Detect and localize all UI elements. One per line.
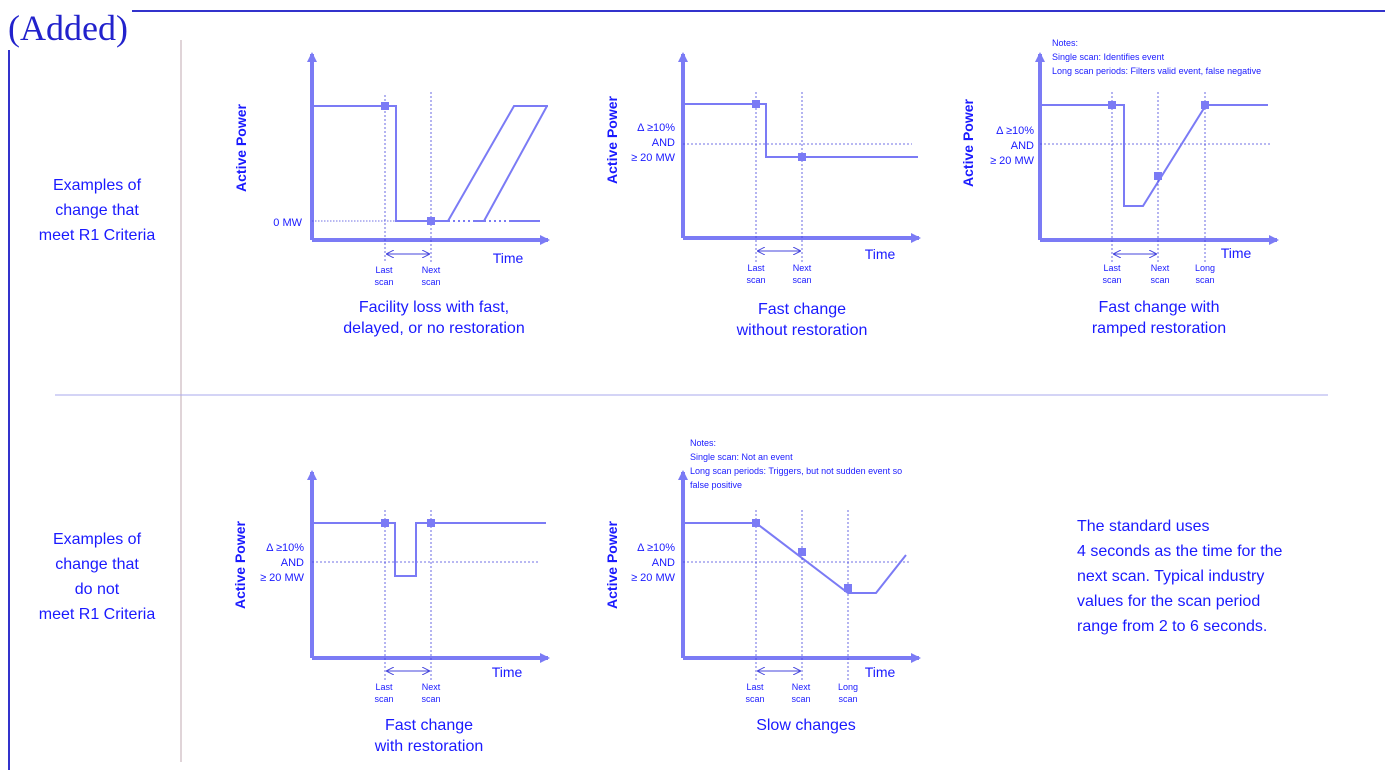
delta-label: ≥ 20 MW [631, 572, 676, 584]
x-axis-label: Time [492, 664, 523, 680]
delta-label: Δ ≥10% [266, 542, 304, 554]
last-scan-label: Last [746, 682, 764, 692]
diagram-fast-change-no-restoration: Active Power Time Δ ≥10% AND ≥ 20 MW Las… [604, 52, 921, 339]
next-scan-label: scan [421, 277, 440, 287]
delta-label: AND [652, 557, 675, 569]
x-axis-label: Time [493, 250, 524, 266]
caption-line: Fast change with [1099, 299, 1220, 316]
side-note: The standard uses 4 seconds as the time … [1077, 518, 1283, 635]
row-label-top-line: meet R1 Criteria [39, 227, 156, 244]
next-scan-label: scan [792, 275, 811, 285]
added-tag: (Added) [8, 6, 132, 50]
row-label-bottom-line: Examples of [53, 531, 142, 548]
delta-label: ≥ 20 MW [631, 152, 676, 164]
y-axis-label: Active Power [960, 98, 976, 186]
last-scan-label: Last [375, 265, 393, 275]
delta-label: Δ ≥10% [637, 122, 675, 134]
next-scan-label: Next [422, 265, 441, 275]
row-label-bottom-line: meet R1 Criteria [39, 606, 156, 623]
long-scan-label: Long [1195, 263, 1215, 273]
next-scan-label: scan [1150, 275, 1169, 285]
notes-line: Notes: [690, 438, 716, 448]
delta-label: Δ ≥10% [637, 542, 675, 554]
y-axis-label: Active Power [604, 520, 620, 608]
long-scan-label: scan [838, 694, 857, 704]
slide-frame [8, 10, 1385, 770]
last-scan-label: Last [375, 682, 393, 692]
diagram-fast-change-with-restoration: Active Power Time Δ ≥10% AND ≥ 20 MW Las… [232, 470, 550, 755]
y-axis-label: Active Power [233, 103, 249, 191]
last-scan-label: scan [746, 275, 765, 285]
last-scan-label: scan [745, 694, 764, 704]
next-scan-label: scan [421, 694, 440, 704]
notes-line: Single scan: Identifies event [1052, 52, 1165, 62]
diagram-ramped-restoration: Notes: Single scan: Identifies event Lon… [960, 38, 1279, 337]
side-note-line: The standard uses [1077, 518, 1210, 535]
caption-line: without restoration [736, 322, 868, 339]
long-scan-label: Long [838, 682, 858, 692]
delta-label: AND [281, 557, 304, 569]
y-axis-label: Active Power [232, 520, 248, 608]
next-scan-label: Next [792, 682, 811, 692]
side-note-line: values for the scan period [1077, 593, 1260, 610]
last-scan-label: scan [374, 694, 393, 704]
delta-label: ≥ 20 MW [260, 572, 305, 584]
delta-label: AND [652, 137, 675, 149]
row-label-bottom-line: do not [75, 581, 120, 598]
caption-line: Slow changes [756, 717, 856, 734]
x-axis-label: Time [1221, 245, 1252, 261]
side-note-line: range from 2 to 6 seconds. [1077, 618, 1267, 635]
row-label-bottom-line: change that [55, 556, 139, 573]
y-axis-label: Active Power [604, 95, 620, 183]
last-scan-label: Last [747, 263, 765, 273]
long-scan-label: scan [1195, 275, 1214, 285]
last-scan-label: scan [374, 277, 393, 287]
notes-line: false positive [690, 480, 742, 490]
notes-line: Long scan periods: Triggers, but not sud… [690, 466, 902, 476]
delta-label: ≥ 20 MW [990, 155, 1035, 167]
next-scan-label: scan [791, 694, 810, 704]
delta-label: AND [1011, 140, 1034, 152]
caption-line: with restoration [374, 738, 484, 755]
x-axis-label: Time [865, 246, 896, 262]
notes-line: Long scan periods: Filters valid event, … [1052, 66, 1261, 76]
diagram-slow-changes: Notes: Single scan: Not an event Long sc… [604, 438, 921, 734]
row-label-bottom: Examples of change that do not meet R1 C… [39, 531, 156, 623]
caption-line: Fast change [385, 717, 473, 734]
last-scan-label: scan [1102, 275, 1121, 285]
diagram-facility-loss: Active Power Time 0 MW Last scan Next sc… [233, 52, 550, 337]
side-note-line: 4 seconds as the time for the [1077, 543, 1283, 560]
row-label-top-line: Examples of [53, 177, 142, 194]
notes-line: Notes: [1052, 38, 1078, 48]
next-scan-label: Next [793, 263, 812, 273]
next-scan-label: Next [1151, 263, 1170, 273]
zero-mw-label: 0 MW [273, 217, 302, 229]
delta-label: Δ ≥10% [996, 125, 1034, 137]
x-axis-label: Time [865, 664, 896, 680]
row-label-top: Examples of change that meet R1 Criteria [39, 177, 156, 244]
notes-line: Single scan: Not an event [690, 452, 793, 462]
next-scan-label: Next [422, 682, 441, 692]
caption-line: Fast change [758, 301, 846, 318]
caption-line: ramped restoration [1092, 320, 1226, 337]
row-label-top-line: change that [55, 202, 139, 219]
caption-line: delayed, or no restoration [343, 320, 524, 337]
side-note-line: next scan. Typical industry [1077, 568, 1264, 585]
caption-line: Facility loss with fast, [359, 299, 509, 316]
last-scan-label: Last [1103, 263, 1121, 273]
